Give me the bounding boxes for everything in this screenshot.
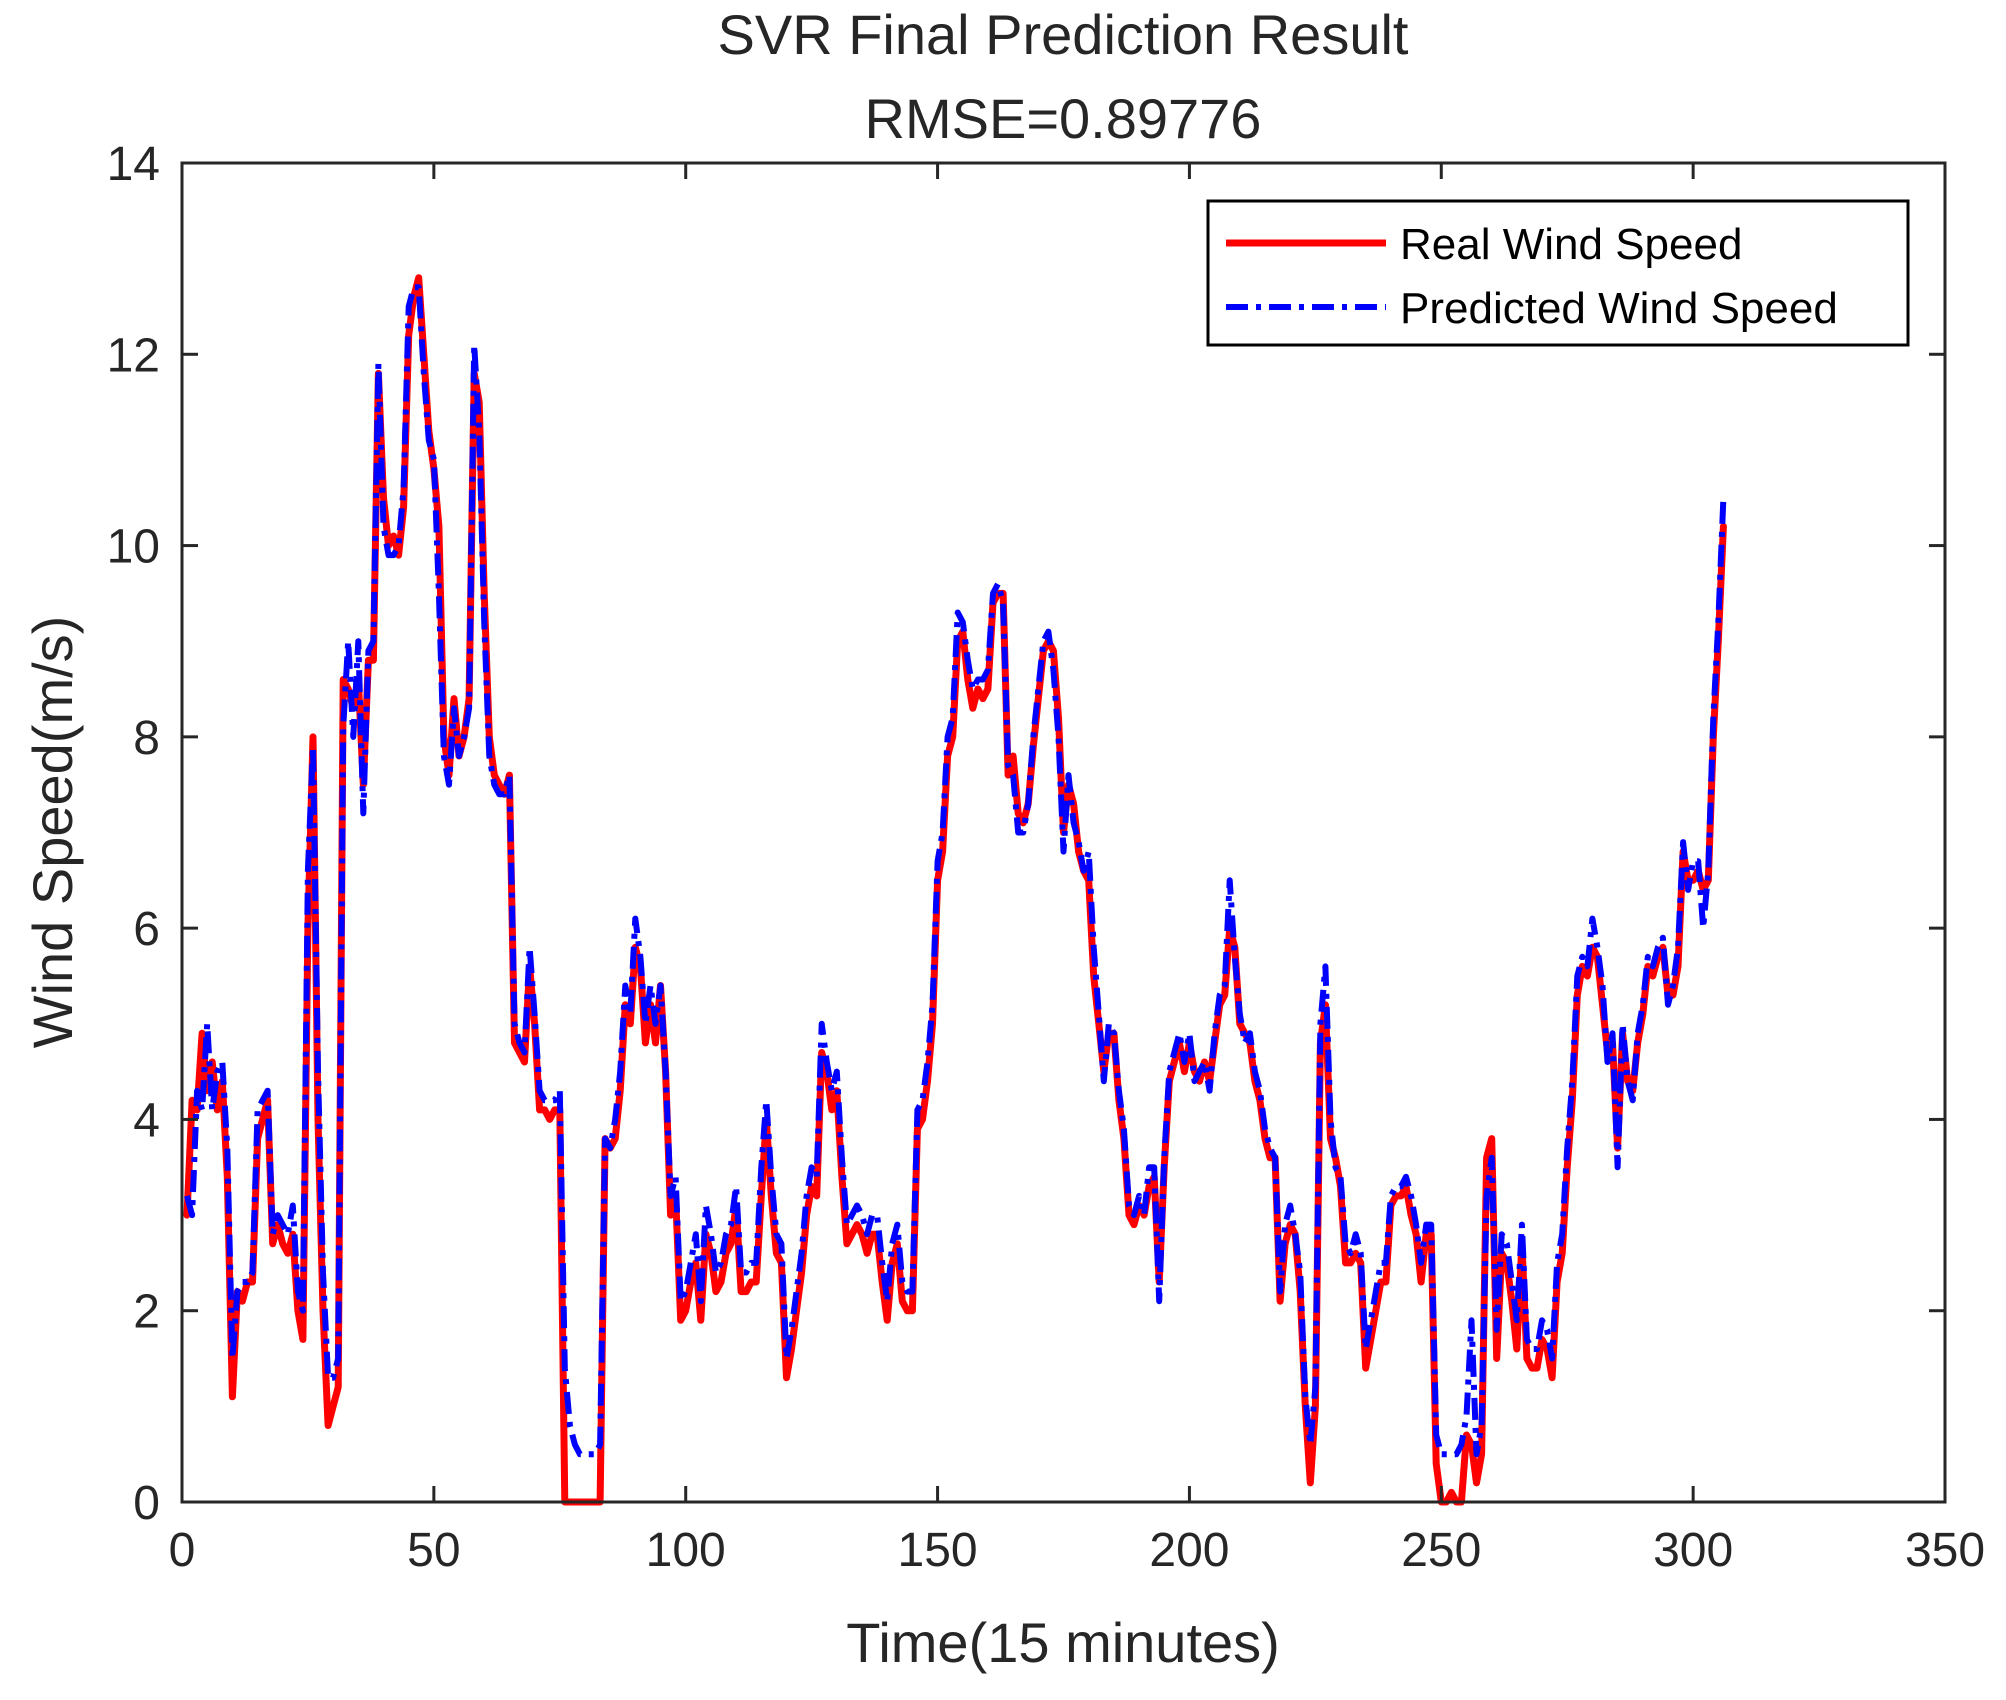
x-tick-label: 50 [407,1524,460,1577]
chart-subtitle: RMSE=0.89776 [865,87,1262,150]
y-tick-label: 8 [133,712,160,765]
x-tick-label: 100 [646,1524,726,1577]
y-tick-label: 12 [107,329,160,382]
x-tick-label: 150 [898,1524,978,1577]
x-tick-label: 300 [1653,1524,1733,1577]
y-tick-label: 10 [107,521,160,574]
legend: Real Wind Speed Predicted Wind Speed [1206,199,1910,347]
chart-title: SVR Final Prediction Result [718,3,1409,66]
y-tick-label: 2 [133,1286,160,1339]
legend-box [1206,199,1910,347]
series-layer [183,274,1727,1506]
x-tick-label: 350 [1905,1524,1985,1577]
x-tick-label: 0 [169,1524,196,1577]
y-axis: 0 2 4 6 8 10 12 14 [107,138,1945,1530]
legend-label-predicted-wind-speed: Predicted Wind Speed [1400,284,1838,333]
y-axis-label: Wind Speed(m/s) [21,616,84,1049]
series-line-predicted-wind-speed [184,284,1727,1458]
legend-label-real-wind-speed: Real Wind Speed [1400,220,1742,269]
plot-frame [180,161,1947,1504]
x-axis-label: Time(15 minutes) [846,1611,1280,1674]
y-tick-label: 0 [133,1477,160,1530]
y-tick-label: 14 [107,138,160,191]
x-tick-label: 250 [1401,1524,1481,1577]
x-axis: 0 50 100 150 200 250 300 350 [169,163,1985,1577]
x-tick-label: 200 [1149,1524,1229,1577]
y-tick-label: 4 [133,1094,160,1147]
y-tick-label: 6 [133,903,160,956]
